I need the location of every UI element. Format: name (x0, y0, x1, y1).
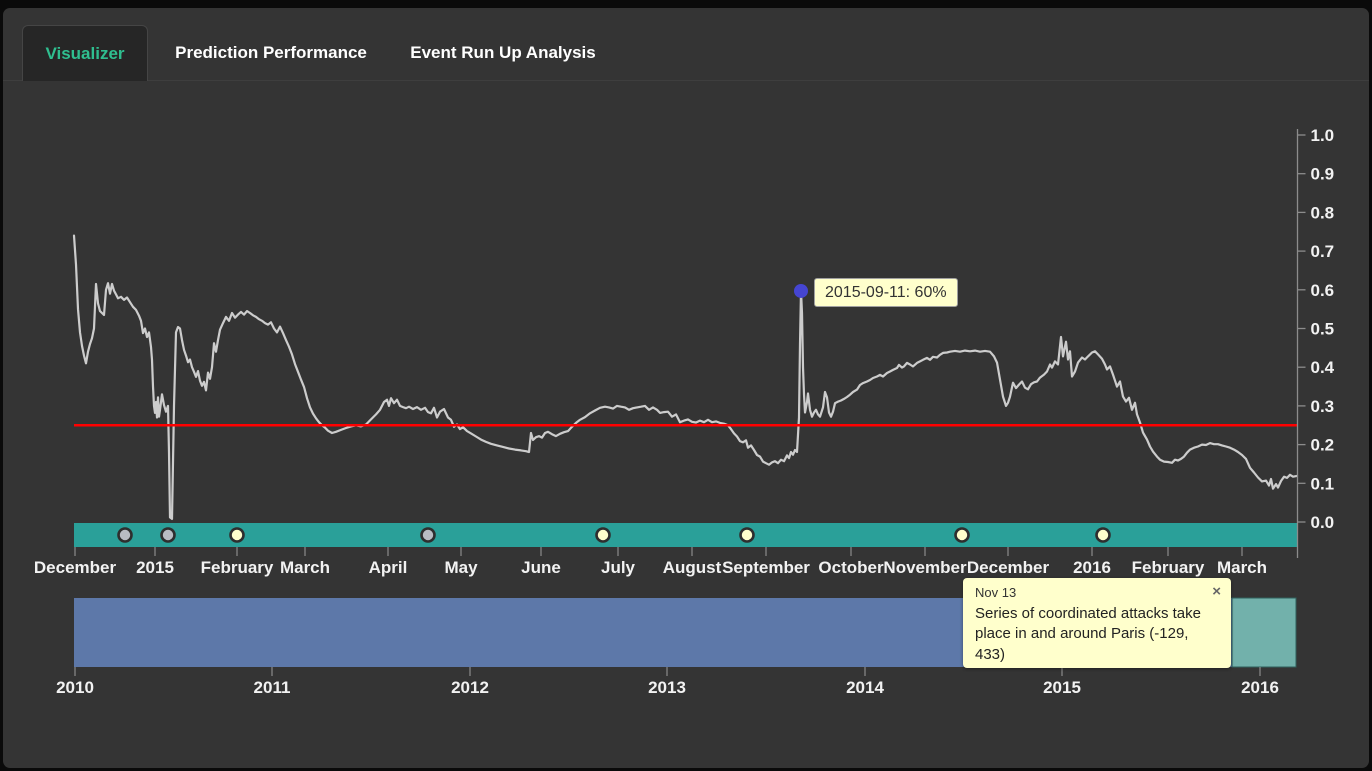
x-axis-label: March (280, 558, 330, 577)
x-axis-label: December (34, 558, 117, 577)
tab-event-run-up-analysis[interactable]: Event Run Up Analysis (410, 42, 596, 62)
y-axis-label: 0.9 (1311, 165, 1335, 184)
close-icon[interactable]: × (1212, 583, 1221, 600)
timeline-event-marker-past[interactable] (420, 527, 436, 543)
y-axis-label: 0.1 (1311, 474, 1335, 493)
tab-visualizer[interactable]: Visualizer (22, 25, 148, 81)
navigator-axis-label: 2014 (846, 678, 884, 697)
x-axis-label: June (521, 558, 561, 577)
timeline-event-marker-event[interactable] (739, 527, 755, 543)
tab-prediction-performance[interactable]: Prediction Performance (175, 42, 367, 62)
navigator-selected-range[interactable] (1231, 597, 1297, 668)
x-axis-label: 2016 (1073, 558, 1111, 577)
x-axis-label: October (818, 558, 884, 577)
y-axis-label: 0.3 (1311, 397, 1335, 416)
navigator-axis-label: 2016 (1241, 678, 1279, 697)
y-axis-label: 0.7 (1311, 242, 1335, 261)
tab-row-divider (3, 80, 1369, 81)
x-axis-label: February (1132, 558, 1205, 577)
timeline-event-marker-past[interactable] (117, 527, 133, 543)
y-axis-label: 0.4 (1311, 358, 1335, 377)
x-axis-label: July (601, 558, 636, 577)
x-axis-label: 2015 (136, 558, 174, 577)
x-axis-label: May (444, 558, 478, 577)
point-tooltip: 2015-09-11: 60% (814, 278, 958, 307)
x-axis-label: December (967, 558, 1050, 577)
navigator-axis-label: 2015 (1043, 678, 1081, 697)
navigator-axis-label: 2012 (451, 678, 489, 697)
y-axis-label: 0.8 (1311, 203, 1335, 222)
y-axis-label: 1.0 (1311, 126, 1335, 145)
event-tooltip-date: Nov 13 (975, 585, 1017, 600)
x-axis-label: February (201, 558, 274, 577)
timeline-event-marker-past[interactable] (160, 527, 176, 543)
y-axis-label: 0.6 (1311, 281, 1335, 300)
x-axis-label: March (1217, 558, 1267, 577)
y-axis-label: 0.2 (1311, 436, 1335, 455)
y-axis-label: 0.0 (1311, 513, 1335, 532)
event-tooltip-text: Series of coordinated attacks take place… (975, 605, 1201, 663)
timeline-event-marker-event[interactable] (229, 527, 245, 543)
timeline-event-marker-event[interactable] (1095, 527, 1111, 543)
timeline-event-marker-event[interactable] (954, 527, 970, 543)
y-axis-label: 0.5 (1311, 320, 1335, 339)
timeline-event-marker-event[interactable] (595, 527, 611, 543)
x-axis-label: August (663, 558, 722, 577)
point-tooltip-label: 2015-09-11: 60% (825, 284, 947, 301)
x-axis-label: April (369, 558, 408, 577)
x-axis-label: November (883, 558, 967, 577)
selected-point-marker[interactable] (794, 283, 808, 298)
timeline-bar (74, 523, 1298, 547)
x-axis-label: September (722, 558, 810, 577)
event-tooltip: Nov 13 × Series of coordinated attacks t… (963, 578, 1231, 668)
series-line (72, 234, 1299, 521)
navigator-axis-label: 2011 (254, 678, 291, 697)
navigator-axis-label: 2013 (648, 678, 686, 697)
navigator-axis-label: 2010 (56, 678, 94, 697)
